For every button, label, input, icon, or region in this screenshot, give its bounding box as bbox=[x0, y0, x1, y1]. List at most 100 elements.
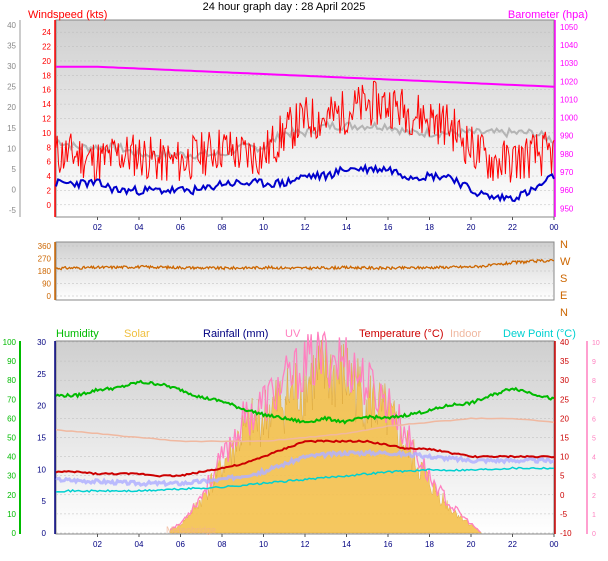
series-humidity-line bbox=[55, 379, 555, 425]
compass-label: N bbox=[560, 307, 568, 319]
windspeed-tick-label: 2 bbox=[47, 186, 52, 195]
direction-tick-label: 360 bbox=[38, 242, 52, 251]
temperature-tick-label: 0 bbox=[560, 491, 565, 500]
temperature-tick-label: 40 bbox=[560, 338, 569, 347]
legend-item: Indoor bbox=[450, 328, 482, 340]
barometer-tick-label: 970 bbox=[560, 168, 574, 177]
legend-item: Dew Point (°C) bbox=[503, 328, 576, 340]
uv-tick-label: 3 bbox=[592, 474, 596, 481]
wind-tick-label: 04 bbox=[135, 223, 144, 232]
wind-tick-label: 12 bbox=[301, 223, 310, 232]
wind-tick-label: 06 bbox=[176, 223, 185, 232]
windspeed-tick-label: 12 bbox=[42, 115, 51, 124]
barometer-tick-label: 950 bbox=[560, 204, 574, 213]
compass-label: N bbox=[560, 239, 568, 251]
windspeed-tick-label: 4 bbox=[47, 172, 52, 181]
temperature-tick-label: -10 bbox=[560, 529, 572, 538]
series-wind-direction-line bbox=[55, 258, 554, 271]
barometer-tick-label: 1020 bbox=[560, 77, 578, 86]
series-apparent-line bbox=[55, 448, 555, 488]
barometer-tick-label: 980 bbox=[560, 150, 574, 159]
barometer-axis-label: Barometer (hpa) bbox=[508, 9, 588, 21]
series-uv-line bbox=[169, 330, 481, 533]
humidity-tick-label: 20 bbox=[7, 491, 16, 500]
watermark-text: Meteobridge bbox=[166, 525, 216, 535]
uv-tick-label: 2 bbox=[592, 493, 596, 500]
series-temperature-line bbox=[55, 439, 555, 478]
barometer-tick-label: 1040 bbox=[560, 41, 578, 50]
compass-label: E bbox=[560, 290, 567, 302]
outer-tick-label: 10 bbox=[7, 144, 16, 153]
wind-tick-label: 08 bbox=[218, 223, 227, 232]
barometer-tick-label: 1030 bbox=[560, 59, 578, 68]
direction-tick-label: 0 bbox=[47, 292, 52, 301]
temperature-tick-label: 25 bbox=[560, 395, 569, 404]
windspeed-tick-label: 18 bbox=[42, 71, 51, 80]
uv-tick-label: 5 bbox=[592, 436, 596, 443]
temperature-tick-label: 15 bbox=[560, 434, 569, 443]
barometer-tick-label: 1050 bbox=[560, 23, 578, 32]
uv-tick-label: 10 bbox=[592, 340, 600, 347]
temperature-tick-label: 02 bbox=[93, 540, 102, 549]
rainfall-tick-label: 20 bbox=[37, 402, 46, 411]
windspeed-tick-label: 10 bbox=[42, 129, 51, 138]
series-dew-point-line bbox=[55, 466, 555, 493]
direction-tick-label: 90 bbox=[42, 280, 51, 289]
outer-tick-label: 20 bbox=[7, 103, 16, 112]
rainfall-tick-label: 10 bbox=[37, 465, 46, 474]
rainfall-tick-label: 30 bbox=[37, 338, 46, 347]
humidity-tick-label: 50 bbox=[7, 434, 16, 443]
rainfall-tick-label: 25 bbox=[37, 370, 46, 379]
windspeed-tick-label: 0 bbox=[47, 201, 52, 210]
direction-tick-label: 270 bbox=[38, 255, 52, 264]
humidity-tick-label: 70 bbox=[7, 395, 16, 404]
wind-tick-label: 18 bbox=[425, 223, 434, 232]
windspeed-tick-label: 8 bbox=[47, 143, 52, 152]
temperature-tick-label: 10 bbox=[560, 453, 569, 462]
page-title: 24 hour graph day : 28 April 2025 bbox=[203, 1, 366, 13]
uv-tick-label: 6 bbox=[592, 416, 596, 423]
outer-tick-label: 15 bbox=[7, 124, 16, 133]
temperature-tick-label: 06 bbox=[176, 540, 185, 549]
temperature-tick-label: 04 bbox=[135, 540, 144, 549]
uv-tick-label: 8 bbox=[592, 378, 596, 385]
legend-item: Solar bbox=[124, 328, 150, 340]
windspeed-tick-label: 16 bbox=[42, 86, 51, 95]
humidity-tick-label: 40 bbox=[7, 453, 16, 462]
wind-tick-label: 16 bbox=[384, 223, 393, 232]
temperature-tick-label: 22 bbox=[508, 540, 517, 549]
temperature-tick-label: 5 bbox=[560, 472, 565, 481]
uv-tick-label: 1 bbox=[592, 512, 596, 519]
uv-tick-label: 9 bbox=[592, 359, 596, 366]
temperature-tick-label: 18 bbox=[425, 540, 434, 549]
temperature-tick-label: 08 bbox=[218, 540, 227, 549]
outer-tick-label: 40 bbox=[7, 21, 16, 30]
uv-tick-label: 7 bbox=[592, 397, 596, 404]
outer-tick-label: 35 bbox=[7, 42, 16, 51]
wind-tick-label: 02 bbox=[93, 223, 102, 232]
outer-tick-label: 0 bbox=[12, 185, 17, 194]
humidity-tick-label: 90 bbox=[7, 357, 16, 366]
legend-item: UV bbox=[285, 328, 301, 340]
barometer-tick-label: 960 bbox=[560, 186, 574, 195]
humidity-tick-label: 30 bbox=[7, 472, 16, 481]
series-indoor-line bbox=[55, 417, 555, 443]
temperature-tick-label: 14 bbox=[342, 540, 351, 549]
outer-tick-label: 25 bbox=[7, 83, 16, 92]
rainfall-tick-label: 15 bbox=[37, 434, 46, 443]
uv-tick-label: 0 bbox=[592, 531, 596, 538]
temperature-tick-label: 20 bbox=[467, 540, 476, 549]
temperature-tick-label: 30 bbox=[560, 376, 569, 385]
windspeed-tick-label: 6 bbox=[47, 158, 52, 167]
wind-tick-label: 14 bbox=[342, 223, 351, 232]
legend-item: Humidity bbox=[56, 328, 99, 340]
humidity-tick-label: 0 bbox=[12, 529, 17, 538]
barometer-tick-label: 990 bbox=[560, 132, 574, 141]
series-windspeed-line bbox=[55, 80, 555, 183]
temperature-tick-label: 12 bbox=[301, 540, 310, 549]
barometer-tick-label: 1000 bbox=[560, 114, 578, 123]
temperature-tick-label: -5 bbox=[560, 510, 568, 519]
rainfall-tick-label: 5 bbox=[42, 497, 47, 506]
humidity-tick-label: 10 bbox=[7, 510, 16, 519]
